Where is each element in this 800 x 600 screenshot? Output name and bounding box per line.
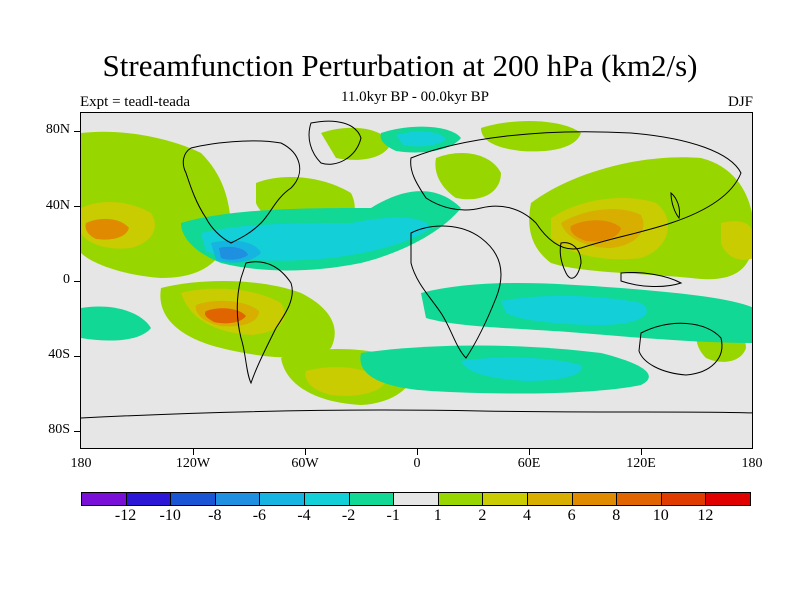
coast-south-america bbox=[236, 261, 293, 385]
coast-australia bbox=[638, 322, 723, 376]
contour-core-sa-inner bbox=[204, 308, 246, 324]
colorbar-swatch bbox=[660, 492, 707, 506]
lon-tick bbox=[417, 449, 418, 455]
colorbar bbox=[81, 492, 751, 506]
lon-label-120e: 120E bbox=[626, 456, 656, 471]
colorbar-label: 8 bbox=[612, 507, 621, 524]
coast-india bbox=[559, 242, 582, 279]
coastlines bbox=[81, 120, 752, 419]
contour-neg-southern-inner bbox=[461, 357, 582, 381]
chart-title: Streamfunction Perturbation at 200 hPa (… bbox=[102, 48, 698, 83]
colorbar-label: -10 bbox=[159, 507, 181, 524]
lat-tick bbox=[74, 431, 80, 432]
colorbar-swatch bbox=[259, 492, 305, 506]
colorbar-swatch bbox=[571, 492, 618, 506]
lat-label-80s: 80S bbox=[48, 422, 70, 437]
lat-tick bbox=[74, 356, 80, 357]
colorbar-swatch bbox=[705, 492, 751, 506]
contour-pos-north-europe bbox=[481, 121, 581, 152]
colorbar-label: 12 bbox=[697, 507, 714, 524]
lon-label-0: 0 bbox=[413, 456, 421, 471]
lat-label-80n: 80N bbox=[45, 122, 70, 137]
colorbar-label: -4 bbox=[297, 507, 311, 524]
colorbar-swatch bbox=[81, 492, 127, 506]
contour-pos-atlantic bbox=[321, 127, 391, 160]
lon-tick bbox=[641, 449, 642, 455]
contour-field bbox=[81, 120, 752, 419]
colorbar-label: 6 bbox=[567, 507, 576, 524]
colorbar-swatch bbox=[527, 492, 573, 506]
lon-label-60w: 60W bbox=[291, 456, 319, 471]
colorbar-label: 2 bbox=[478, 507, 487, 524]
lat-label-eq: 0 bbox=[63, 272, 70, 287]
colorbar-label: -2 bbox=[341, 507, 356, 524]
colorbar-label: -6 bbox=[252, 507, 267, 524]
map-plot-area bbox=[80, 112, 753, 449]
contour-core-pacific-inner bbox=[85, 218, 129, 240]
lon-label-120w: 120W bbox=[175, 456, 211, 471]
lon-tick bbox=[529, 449, 530, 455]
colorbar-label: -1 bbox=[386, 507, 400, 524]
colorbar-label: -12 bbox=[114, 507, 137, 524]
lon-label-180w: 180 bbox=[70, 456, 92, 471]
lon-tick bbox=[305, 449, 306, 455]
contour-core-e-pacific bbox=[721, 221, 752, 260]
lat-tick bbox=[74, 281, 80, 282]
experiment-label: Expt = teadl-teada bbox=[80, 94, 191, 110]
colorbar-swatch bbox=[125, 492, 172, 506]
coast-eurasia bbox=[410, 131, 742, 250]
colorbar-label: 1 bbox=[433, 507, 442, 524]
time-range-label: 11.0kyr BP - 00.0kyr BP bbox=[340, 89, 490, 105]
colorbar-swatch bbox=[348, 492, 395, 506]
contour-core-s-atlantic bbox=[305, 367, 386, 396]
colorbar-swatch bbox=[437, 492, 484, 506]
lat-label-40s: 40S bbox=[48, 347, 70, 362]
coast-japan bbox=[670, 191, 680, 220]
coast-north-america bbox=[182, 140, 301, 244]
lat-label-40n: 40N bbox=[45, 198, 70, 213]
colorbar-label: 4 bbox=[523, 507, 531, 524]
colorbar-label: -8 bbox=[208, 507, 222, 524]
colorbar-swatch bbox=[214, 492, 261, 506]
contour-neg-core-inner bbox=[219, 246, 248, 260]
colorbar-swatch bbox=[304, 492, 350, 506]
contour-neg-north-inner bbox=[396, 131, 446, 147]
coast-africa bbox=[410, 225, 502, 359]
lat-tick bbox=[74, 131, 80, 132]
lon-label-60e: 60E bbox=[517, 456, 541, 471]
coast-antarctica bbox=[81, 409, 752, 419]
colorbar-swatch bbox=[482, 492, 528, 506]
contour-core-asia-inner bbox=[570, 220, 621, 242]
contour-neg-indian-inner bbox=[501, 295, 647, 325]
lon-label-180e: 180 bbox=[741, 456, 763, 471]
colorbar-label: 10 bbox=[652, 507, 669, 524]
colorbar-swatch bbox=[616, 492, 662, 506]
contour-pos-europe bbox=[435, 153, 501, 200]
season-label: DJF bbox=[727, 94, 753, 110]
coast-greenland bbox=[308, 120, 362, 165]
lat-tick bbox=[74, 206, 80, 207]
coast-indonesia bbox=[620, 272, 683, 287]
lon-tick bbox=[193, 449, 194, 455]
contour-neg-sw-pacific bbox=[81, 306, 151, 341]
colorbar-swatch bbox=[393, 492, 439, 506]
colorbar-swatch bbox=[170, 492, 216, 506]
